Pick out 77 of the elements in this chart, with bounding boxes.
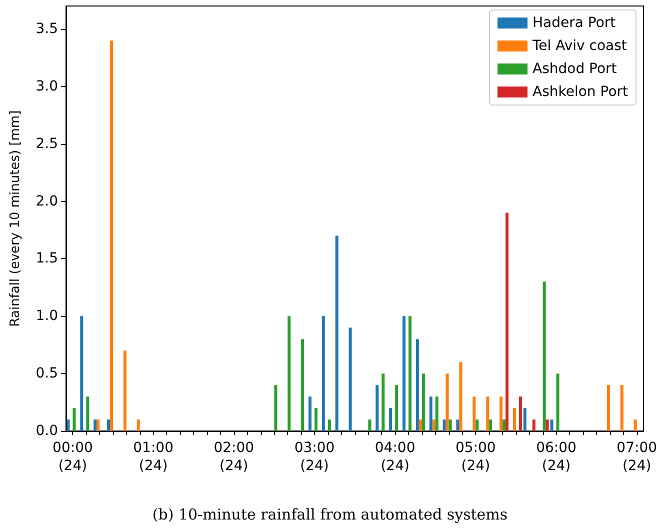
y-tick-label: 1.0 <box>36 308 58 324</box>
bar <box>335 236 338 431</box>
bar <box>110 40 114 431</box>
bar <box>94 420 97 431</box>
bar <box>288 316 291 431</box>
bar <box>408 316 412 431</box>
bar <box>472 396 476 431</box>
bar <box>546 420 549 431</box>
y-axis-title: Rainfall (every 10 minutes) [mm] <box>8 110 23 327</box>
legend-label: Ashdod Port <box>532 61 618 77</box>
y-tick-label: 1.5 <box>36 250 58 267</box>
bar <box>459 362 462 431</box>
bar <box>416 339 419 431</box>
x-tick-label: 03:00 (24) <box>294 440 335 474</box>
bar <box>456 420 460 431</box>
x-tick-label: 01:00 (24) <box>133 440 174 474</box>
bar <box>486 396 490 431</box>
legend-label: Tel Aviv coast <box>532 38 628 54</box>
bar <box>402 316 406 431</box>
x-tick-label: 05:00 (24) <box>455 440 496 474</box>
bar <box>634 420 637 431</box>
bar <box>506 212 509 431</box>
bar <box>322 316 325 431</box>
bar <box>80 316 84 431</box>
y-tick-label: 3.5 <box>36 20 58 37</box>
bar <box>446 374 449 431</box>
x-tick-label: 07:00 (24) <box>616 440 658 474</box>
bar <box>435 396 438 431</box>
bar <box>389 408 392 431</box>
legend-label: Hadera Port <box>532 15 616 31</box>
y-tick-label: 0.5 <box>36 366 58 382</box>
bar <box>66 420 70 431</box>
bar <box>274 385 278 431</box>
bar <box>368 420 372 431</box>
text: (b) 10-minute rainfall from automated systems <box>152 506 508 524</box>
bar <box>328 420 331 431</box>
bar <box>72 408 76 431</box>
bar <box>123 350 126 431</box>
y-tick-label: 2.5 <box>36 136 58 152</box>
bar <box>432 420 436 431</box>
bar <box>500 396 503 431</box>
bar <box>442 420 446 431</box>
bar <box>107 420 110 431</box>
bar <box>556 374 560 431</box>
bar <box>308 396 312 431</box>
bar <box>136 420 140 431</box>
bar <box>502 420 506 431</box>
x-tick-label: 04:00 (24) <box>374 440 416 474</box>
bar <box>489 420 492 431</box>
y-tick-label: 3.0 <box>36 78 58 94</box>
bar <box>86 396 90 431</box>
bar <box>518 396 522 431</box>
bar <box>476 420 479 431</box>
bar <box>523 408 526 431</box>
bar <box>448 420 452 431</box>
bar <box>348 328 352 431</box>
bar <box>418 420 422 431</box>
bar <box>301 339 304 431</box>
x-tick-label: 00:00 (24) <box>52 440 93 474</box>
bar <box>422 374 425 431</box>
y-tick-label: 0.0 <box>36 423 58 439</box>
bar <box>314 408 318 431</box>
bar <box>542 282 546 431</box>
bar <box>550 420 554 431</box>
bar <box>429 396 432 431</box>
bar <box>620 385 624 431</box>
x-tick-label: 02:00 (24) <box>214 440 254 474</box>
legend-label: Ashkelon Port <box>532 84 629 100</box>
bar <box>532 420 536 431</box>
bar <box>376 385 379 431</box>
bar <box>512 408 516 431</box>
x-tick-label: 06:00 (24) <box>536 440 576 474</box>
bar <box>382 374 385 431</box>
bar <box>395 385 398 431</box>
bar <box>96 420 100 431</box>
y-tick-label: 2.0 <box>36 193 58 210</box>
bar <box>606 385 610 431</box>
